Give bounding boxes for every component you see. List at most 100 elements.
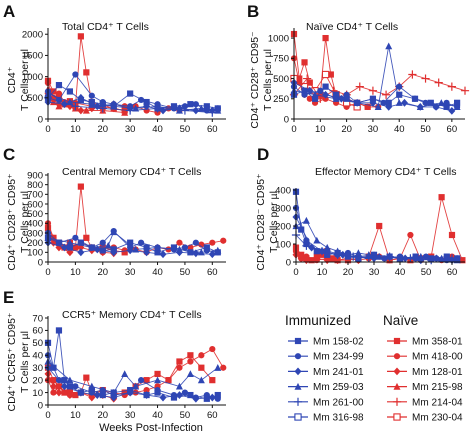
- x-tick-label: 40: [152, 267, 163, 278]
- panel-e-ylabel-1: CD4⁺ CCR5⁺ CD95⁺: [6, 312, 18, 411]
- data-point: [214, 364, 222, 371]
- series-immunized-triangle: [290, 42, 461, 110]
- legend-item-naive: Mm 215-98: [387, 382, 463, 393]
- data-point: [447, 82, 456, 91]
- x-tick-label: 60: [447, 267, 458, 278]
- data-point: [126, 388, 134, 397]
- data-point: [187, 352, 194, 359]
- legend-marker: [294, 382, 302, 390]
- x-tick-label: 0: [293, 267, 298, 278]
- data-point: [143, 248, 151, 257]
- data-point: [349, 252, 358, 261]
- x-axis-label: Weeks Post-Infection: [99, 422, 203, 434]
- data-point: [380, 99, 387, 106]
- data-point: [181, 103, 189, 110]
- data-point: [214, 246, 222, 254]
- panel-c-ylabel-1: CD4⁺ CD28⁺ CD95⁺: [6, 173, 18, 271]
- data-point: [99, 386, 106, 394]
- data-point: [385, 102, 393, 111]
- data-point: [323, 243, 331, 251]
- data-point: [55, 102, 63, 110]
- data-point: [55, 327, 63, 334]
- data-point: [192, 101, 199, 108]
- data-point: [110, 248, 118, 257]
- legend-marker: [393, 367, 401, 376]
- data-point: [175, 391, 183, 399]
- data-point: [381, 90, 391, 99]
- data-point: [110, 388, 118, 396]
- data-point: [61, 389, 68, 396]
- data-point: [308, 257, 315, 264]
- data-point: [317, 247, 327, 256]
- legend-marker: [393, 337, 401, 345]
- y-tick-label: 10: [32, 388, 43, 399]
- data-point: [364, 254, 373, 263]
- data-point: [395, 99, 403, 106]
- data-point: [170, 391, 178, 399]
- y-tick-label: 0: [38, 114, 43, 125]
- data-point: [49, 98, 57, 106]
- legend-label: Mm 230-04: [412, 413, 463, 424]
- series-line: [47, 330, 218, 400]
- data-point: [88, 382, 96, 390]
- x-tick-label: 10: [315, 124, 326, 135]
- data-point: [55, 239, 63, 246]
- data-point: [422, 99, 429, 106]
- x-tick-label: 30: [369, 267, 380, 278]
- data-point: [396, 91, 403, 98]
- data-point: [66, 88, 74, 95]
- data-point: [313, 254, 321, 263]
- y-tick-label: 1000: [268, 33, 289, 44]
- y-tick-label: 750: [273, 54, 289, 65]
- y-tick-label: 50: [32, 338, 43, 349]
- data-point: [88, 104, 96, 113]
- y-tick-label: 900: [27, 170, 43, 181]
- data-point: [322, 83, 329, 90]
- data-point: [143, 391, 151, 399]
- data-point: [296, 75, 303, 82]
- legend-item-naive: Mm 418-00: [387, 352, 463, 363]
- panel-b-plot: 0 250 500 750 1000 0 10 20 30 40 50 60: [268, 28, 470, 135]
- x-tick-label: 10: [70, 124, 81, 135]
- data-point: [406, 254, 415, 263]
- data-point: [197, 104, 205, 112]
- x-tick-label: 20: [97, 410, 108, 421]
- data-point: [143, 244, 150, 251]
- data-point: [175, 382, 183, 390]
- x-tick-label: 40: [395, 267, 406, 278]
- panel-letter-c: C: [3, 145, 15, 164]
- x-tick-label: 40: [152, 410, 163, 421]
- data-point: [297, 254, 305, 263]
- y-tick-label: 200: [275, 221, 291, 232]
- data-point: [385, 252, 394, 261]
- data-point: [66, 391, 74, 399]
- data-point: [187, 249, 194, 256]
- data-point: [400, 98, 408, 107]
- panel-e: E CCR5⁺ Memory CD4⁺ T Cells CD4⁺ CCR5⁺ C…: [3, 288, 227, 434]
- data-point: [303, 74, 312, 83]
- panel-a-ylabel-1: CD4⁺: [6, 66, 18, 93]
- data-point: [220, 237, 227, 244]
- panel-d-title: Effector Memory CD4⁺ T Cells: [315, 166, 457, 178]
- data-point: [127, 239, 134, 246]
- data-point: [72, 244, 79, 251]
- data-point: [159, 393, 167, 402]
- data-point: [180, 106, 190, 115]
- panel-a-plot: 0 500 1000 1500 2000 0 10 20 30 40 50 60: [22, 28, 226, 135]
- data-point: [448, 107, 456, 115]
- data-point: [301, 87, 308, 94]
- data-point: [83, 69, 90, 76]
- legend-marker: [294, 367, 302, 376]
- data-point: [448, 231, 456, 239]
- data-point: [329, 255, 336, 262]
- data-point: [72, 383, 79, 390]
- data-point: [333, 250, 342, 259]
- data-point: [181, 244, 189, 251]
- data-point: [454, 99, 461, 106]
- x-tick-label: 10: [70, 267, 81, 278]
- legend-label: Mm 215-98: [412, 382, 463, 393]
- data-point: [83, 234, 90, 241]
- data-point: [198, 352, 205, 359]
- data-point: [138, 96, 145, 104]
- series-naive-diamond: [44, 370, 118, 403]
